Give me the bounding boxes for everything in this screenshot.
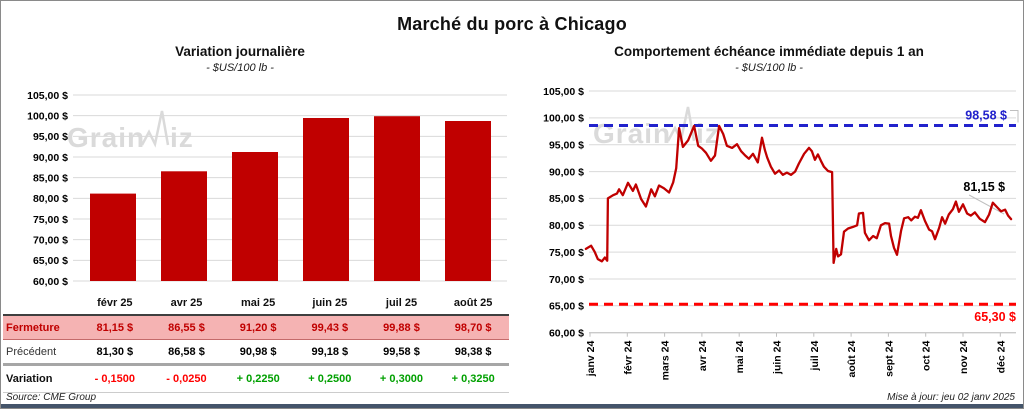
line-chart-title: Comportement échéance immédiate depuis 1…	[614, 44, 924, 59]
table-header-cell: avr 25	[170, 296, 203, 309]
table-cell: 81,15 $	[96, 321, 134, 334]
y-axis-label: 90,00 $	[33, 152, 68, 164]
bar	[161, 171, 207, 281]
y-axis-label: 65,00 $	[549, 301, 584, 313]
x-axis-label: juil 24	[809, 341, 821, 372]
y-axis-label: 65,00 $	[33, 255, 68, 267]
y-axis-label: 80,00 $	[33, 193, 68, 205]
table-cell: 98,70 $	[454, 321, 492, 334]
table-row-fermeture: Fermeture 81,15 $ 86,55 $ 91,20 $ 99,43 $ 99,…	[3, 316, 509, 340]
update-note: Mise à jour: jeu 02 janv 2025	[887, 392, 1015, 403]
table-cell: 81,30 $	[96, 345, 134, 358]
y-axis-label: 95,00 $	[33, 131, 68, 143]
svg-text:Grain: Grain	[593, 118, 671, 149]
bottom-accent-bar	[1, 404, 1023, 408]
bar-chart-title: Variation journalière	[175, 44, 305, 59]
y-axis-label: 60,00 $	[549, 328, 584, 340]
svg-text:iz: iz	[170, 122, 194, 153]
table-cell: - 0,1500	[94, 373, 136, 385]
table-cell: + 0,3250	[451, 373, 495, 385]
y-axis-label: 100,00 $	[27, 110, 68, 122]
x-axis-label: oct 24	[921, 341, 933, 372]
table-cell: 99,18 $	[311, 345, 349, 358]
table-row-precedent: Précédent 81,30 $ 86,58 $ 90,98 $ 99,18 $ 99,…	[3, 340, 509, 366]
table-cell: 98,38 $	[454, 345, 492, 358]
x-axis-label: mars 24	[660, 341, 672, 381]
y-axis-label: 70,00 $	[549, 274, 584, 286]
table-cell: 91,20 $	[239, 321, 277, 334]
x-axis-label: déc 24	[995, 341, 1007, 374]
last-value-leader-line	[968, 194, 1005, 215]
table-row-variation: Variation - 0,1500 - 0,0250 + 0,2250 + 0,250…	[3, 366, 509, 393]
grainwiz-watermark: Grain iz	[67, 110, 194, 153]
price-table: févr 25 avr 25 mai 25 juin 25 juil 25 août 25…	[3, 291, 509, 393]
table-row-label: Précédent	[6, 345, 57, 358]
bar	[90, 193, 136, 281]
table-header-row: févr 25 avr 25 mai 25 juin 25 juil 25 août 25	[3, 291, 509, 316]
price-line	[584, 124, 1013, 265]
table-header-cell: juil 25	[385, 296, 418, 309]
reference-line-label: 98,58 $	[965, 109, 1007, 123]
table-cell: 99,58 $	[383, 345, 420, 358]
table-cell: + 0,3000	[379, 373, 424, 385]
svg-text:Grain: Grain	[67, 122, 145, 153]
x-axis-label: août 24	[846, 341, 858, 378]
y-axis-label: 80,00 $	[549, 220, 584, 232]
x-axis-label: avr 24	[697, 341, 709, 372]
x-axis-label: mai 24	[734, 341, 746, 374]
watermark-zigzag-icon	[140, 110, 170, 148]
bar-chart: 105,00 $ 100,00 $ 95,00 $ 90,00 $ 85,00 $ 80,…	[27, 90, 507, 288]
y-axis-label: 75,00 $	[33, 214, 68, 226]
table-cell: 90,98 $	[239, 345, 277, 358]
table-cell: 99,88 $	[383, 321, 420, 334]
y-axis-label: 100,00 $	[543, 113, 584, 125]
bar	[445, 121, 491, 281]
last-value-label: 81,15 $	[963, 180, 1005, 194]
line-chart: 105,00 $ 100,00 $ 95,00 $ 90,00 $ 85,00 $ 80,…	[543, 86, 1019, 381]
source-note: Source: CME Group	[6, 392, 97, 403]
y-axis-label: 85,00 $	[33, 172, 68, 184]
table-cell: 86,55 $	[168, 321, 205, 334]
table-header-cell: août 25	[453, 296, 493, 309]
reference-line-label: 65,30 $	[974, 310, 1016, 324]
x-axis-label: févr 24	[622, 341, 634, 375]
table-header-cell: juin 25	[312, 296, 348, 309]
reference-label-bracket	[1010, 110, 1019, 123]
y-axis-label: 75,00 $	[549, 247, 584, 259]
table-cell: 99,43 $	[311, 321, 349, 334]
bar-chart-subtitle: - $US/100 lb -	[206, 62, 274, 74]
x-axis-label: juin 24	[772, 341, 784, 375]
table-row-label: Variation	[6, 373, 53, 385]
bar	[303, 118, 349, 281]
y-axis-label: 95,00 $	[549, 140, 584, 152]
table-cell: - 0,0250	[166, 373, 207, 385]
y-axis-label: 90,00 $	[549, 166, 584, 178]
line-chart-subtitle: - $US/100 lb -	[735, 62, 803, 74]
table-header-cell: mai 25	[241, 296, 276, 309]
y-axis-label: 85,00 $	[549, 193, 584, 205]
bar	[374, 116, 420, 281]
grainwiz-watermark: Grain iz	[593, 106, 719, 149]
y-axis-label: 105,00 $	[27, 90, 68, 102]
x-axis-label: nov 24	[958, 341, 970, 374]
x-axis-label: sept 24	[883, 341, 895, 377]
y-axis-label: 70,00 $	[33, 234, 68, 246]
table-cell: + 0,2250	[236, 373, 280, 385]
x-axis-label: janv 24	[585, 341, 597, 378]
table-row-label: Fermeture	[6, 321, 60, 334]
y-axis-label: 105,00 $	[543, 86, 584, 98]
page-title: Marché du porc à Chicago	[397, 14, 627, 34]
table-cell: 86,58 $	[168, 345, 205, 358]
bar	[232, 152, 278, 281]
table-header-cell: févr 25	[97, 296, 133, 309]
y-axis-label: 60,00 $	[33, 276, 68, 288]
table-cell: + 0,2500	[308, 373, 352, 385]
